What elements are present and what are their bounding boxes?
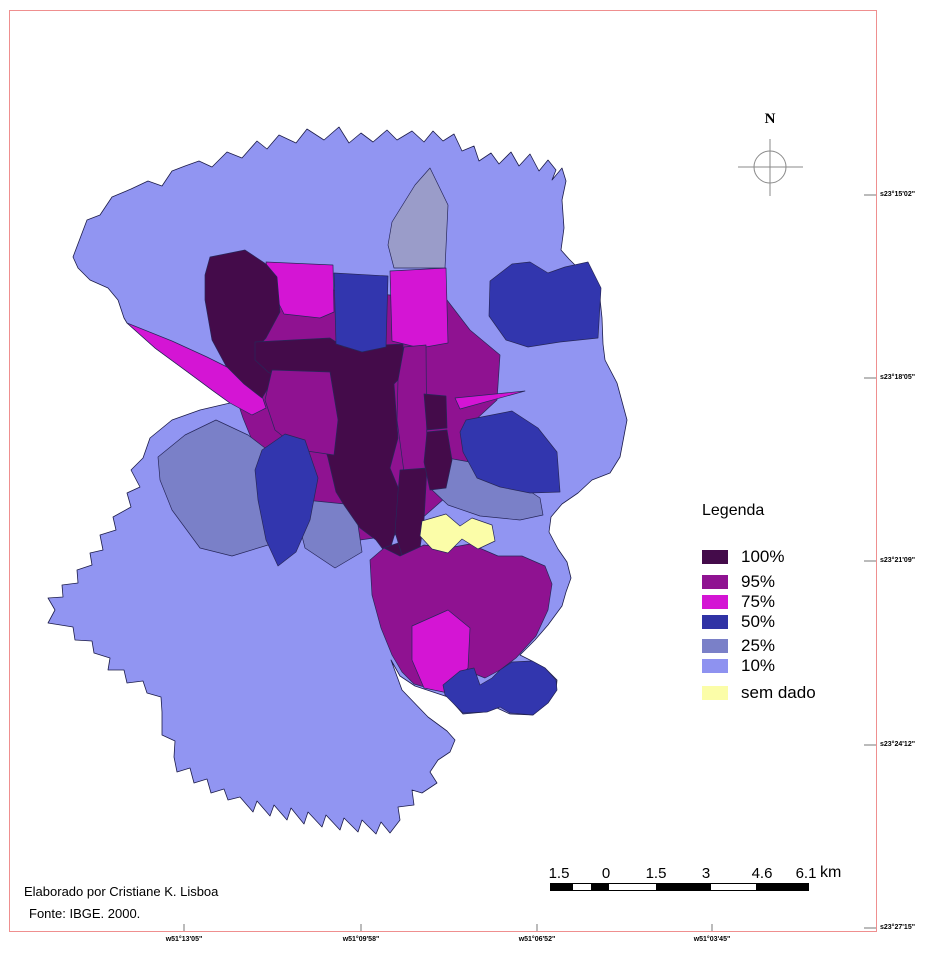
zone-east-column — [396, 344, 428, 473]
scale-tick-label: 0 — [601, 865, 611, 882]
credit-source: Fonte: IBGE. 2000. — [29, 906, 141, 921]
legend-item: 50% — [702, 611, 882, 631]
latitude-label: s23°24'12" — [880, 741, 916, 748]
scale-tick-label: 6.1 — [795, 865, 817, 882]
north-arrow-label: N — [764, 111, 776, 127]
zone-northeast — [488, 261, 602, 348]
scale-segment-empty — [609, 884, 656, 890]
legend-title: Legenda — [702, 502, 765, 519]
scale-tick-label: 3 — [701, 865, 711, 882]
legend-swatch-c25 — [702, 638, 728, 653]
zone-north-wedge — [387, 167, 449, 269]
latitude-label: s23°15'02" — [880, 191, 916, 198]
zone-north-patch — [333, 272, 389, 353]
scale-segment-filled — [756, 884, 808, 890]
latitude-label: s23°27'15" — [880, 924, 916, 931]
scale-tick-label: 1.5 — [548, 865, 570, 882]
longitude-label: w51°09'58" — [342, 936, 380, 943]
scale-segment-filled — [551, 884, 573, 890]
longitude-label: w51°03'45" — [693, 936, 731, 943]
legend-label: sem dado — [741, 682, 816, 702]
zone-east-rect — [423, 393, 448, 431]
legend-label: 10% — [741, 655, 776, 675]
legend-swatch-c50 — [702, 614, 728, 629]
scale-segment-empty — [573, 884, 591, 890]
scale-segment-filled — [656, 884, 711, 890]
zone-east-sliver — [454, 390, 526, 410]
legend-item: 95% — [702, 571, 882, 591]
legend-swatch-c100 — [702, 549, 728, 564]
legend-item: 25% — [702, 635, 882, 655]
latitude-label: s23°21'09" — [880, 557, 916, 564]
legend-label: 95% — [741, 571, 776, 591]
legend-item: sem dado — [702, 682, 882, 702]
zone-east-strip — [423, 429, 453, 491]
map-frame-border — [9, 10, 877, 932]
zone-north-big — [389, 267, 449, 349]
legend-swatch-c75 — [702, 594, 728, 609]
legend-item: 100% — [702, 546, 882, 566]
legend-label: 75% — [741, 591, 776, 611]
legend-label: 100% — [741, 546, 785, 566]
longitude-label: w51°13'05" — [165, 936, 203, 943]
zone-southeast-blob — [442, 660, 558, 716]
scale-segment-empty — [711, 884, 756, 890]
zone-no-data — [419, 513, 496, 554]
legend-label: 25% — [741, 635, 776, 655]
legend-items: 100% 95% 75% 50% 25% 10% sem dado — [702, 546, 882, 702]
credit-author: Elaborado por Cristiane K. Lisboa — [24, 884, 219, 899]
legend-swatch-nd — [702, 685, 728, 700]
scale-unit-label: km — [820, 864, 842, 881]
scale-segment-filled — [591, 884, 609, 890]
legend-swatch-c10 — [702, 658, 728, 673]
zone-inner-ring — [264, 369, 339, 456]
longitude-label: w51°06'52" — [518, 936, 556, 943]
scale-tick-label: 4.6 — [751, 865, 773, 882]
latitude-label: s23°18'05" — [880, 374, 916, 381]
scale-tick-label: 1.5 — [645, 865, 667, 882]
scale-bar — [550, 883, 809, 891]
legend-label: 50% — [741, 611, 776, 631]
legend-item: 75% — [702, 591, 882, 611]
zone-east-blob — [459, 410, 561, 494]
legend-swatch-c95 — [702, 574, 728, 589]
zone-west-wedge — [126, 322, 267, 416]
zone-west-vertical — [254, 433, 319, 567]
legend: Legenda 100% 95% 75% 50% 25% 10% sem dado — [702, 502, 882, 705]
legend-item: 10% — [702, 655, 882, 675]
